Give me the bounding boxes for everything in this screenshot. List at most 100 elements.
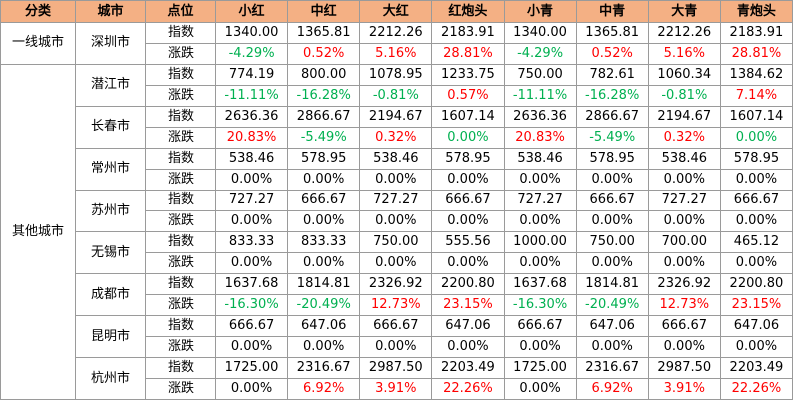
value-cell: 666.67	[503, 315, 577, 338]
value-cell: 538.46	[214, 147, 289, 170]
value-cell: 2326.92	[359, 273, 433, 296]
data-row: 一线城市 深圳市 指数 1340.00 1365.81 2212.26 2183.91 134…	[0, 22, 793, 65]
value-cell: 0.00%	[214, 168, 289, 191]
data-row: 涨跌 20.83% -5.49% 0.32% 0.00% 20.83% -5.49% 0.32…	[1, 126, 793, 149]
value-cell: 750.00	[575, 231, 649, 254]
city-cell: 潜江市	[75, 63, 146, 107]
value-cell: 578.95	[287, 147, 361, 170]
value-cell: 3.91%	[647, 377, 721, 400]
table-body: 一线城市 深圳市 指数 1340.00 1365.81 2212.26 2183.91 134…	[0, 22, 793, 400]
value-cell: 22.26%	[431, 377, 505, 400]
value-cell: 833.33	[214, 231, 289, 254]
row-label: 涨跌	[145, 168, 216, 191]
value-cell: 1365.81	[287, 22, 361, 44]
value-cell: 0.52%	[575, 42, 649, 65]
value-cell: 0.00%	[359, 210, 433, 233]
value-cell: 1637.68	[214, 273, 289, 296]
data-row: 昆明市 指数 666.67 647.06 666.67 647.06 666.67 647.0…	[1, 315, 793, 358]
value-cell: 1060.34	[647, 63, 721, 86]
row-label: 指数	[145, 273, 216, 296]
value-cell: -4.29%	[214, 42, 289, 65]
row-label: 涨跌	[145, 210, 216, 233]
value-cell: 2866.67	[287, 105, 361, 128]
value-cell: -4.29%	[503, 42, 577, 65]
value-cell: 2194.67	[359, 105, 433, 128]
value-cell: 5.16%	[647, 42, 721, 65]
value-cell: 2987.50	[359, 357, 433, 379]
row-label: 指数	[145, 63, 216, 86]
row-label: 涨跌	[145, 294, 216, 317]
value-cell: 2183.91	[719, 22, 793, 44]
value-cell: 0.52%	[287, 42, 361, 65]
header-cell: 大红	[359, 0, 433, 23]
data-row: 涨跌 0.00% 0.00% 0.00% 0.00% 0.00% 0.00% 0.00% 0.0…	[1, 336, 793, 358]
city-cell: 常州市	[75, 147, 146, 191]
value-cell: 1725.00	[214, 357, 289, 379]
value-cell: -0.81%	[359, 84, 433, 107]
header-cell: 青炮头	[719, 0, 793, 23]
value-cell: 0.00%	[431, 336, 505, 358]
category-cell: 其他城市	[0, 63, 76, 400]
data-row: 成都市 指数 1637.68 1814.81 2326.92 2200.80 1637.68…	[1, 273, 793, 317]
value-cell: 1637.68	[503, 273, 577, 296]
row-label: 指数	[145, 231, 216, 254]
data-row: 苏州市 指数 727.27 666.67 727.27 666.67 727.27 666.6…	[1, 189, 793, 233]
value-cell: 1607.14	[431, 105, 505, 128]
value-cell: 0.32%	[359, 126, 433, 149]
value-cell: 0.57%	[431, 84, 505, 107]
value-cell: 0.00%	[214, 252, 289, 275]
value-cell: 28.81%	[431, 42, 505, 65]
value-cell: 0.00%	[575, 210, 649, 233]
value-cell: 0.00%	[287, 336, 361, 358]
value-cell: 0.00%	[503, 168, 577, 191]
value-cell: 0.00%	[431, 168, 505, 191]
data-row: 涨跌 0.00% 6.92% 3.91% 22.26% 0.00% 6.92% 3.91% 22…	[1, 377, 793, 400]
value-cell: 2212.26	[647, 22, 721, 44]
header-cell: 红炮头	[431, 0, 505, 23]
value-cell: 2326.92	[647, 273, 721, 296]
value-cell: 0.32%	[647, 126, 721, 149]
value-cell: 3.91%	[359, 377, 433, 400]
value-cell: 647.06	[575, 315, 649, 338]
value-cell: 1340.00	[503, 22, 577, 44]
city-cell: 苏州市	[75, 189, 146, 233]
value-cell: 0.00%	[647, 210, 721, 233]
value-cell: 647.06	[719, 315, 793, 338]
value-cell: 2183.91	[431, 22, 505, 44]
value-cell: 578.95	[575, 147, 649, 170]
row-label: 指数	[145, 105, 216, 128]
value-cell: 0.00%	[431, 126, 505, 149]
value-cell: -16.30%	[503, 294, 577, 317]
value-cell: 666.67	[287, 189, 361, 212]
value-cell: 12.73%	[647, 294, 721, 317]
value-cell: 0.00%	[503, 210, 577, 233]
value-cell: 666.67	[214, 315, 289, 338]
value-cell: 538.46	[647, 147, 721, 170]
row-label: 指数	[145, 22, 216, 44]
value-cell: 0.00%	[719, 252, 793, 275]
value-cell: -11.11%	[214, 84, 289, 107]
value-cell: 0.00%	[431, 210, 505, 233]
header-cell: 小红	[214, 0, 289, 23]
value-cell: -5.49%	[287, 126, 361, 149]
value-cell: 0.00%	[287, 252, 361, 275]
value-cell: 0.00%	[719, 210, 793, 233]
value-cell: 2203.49	[431, 357, 505, 379]
value-cell: 0.00%	[359, 336, 433, 358]
city-cell: 无锡市	[75, 231, 146, 275]
value-cell: 750.00	[359, 231, 433, 254]
row-label: 涨跌	[145, 84, 216, 107]
header-cell: 小青	[503, 0, 577, 23]
value-cell: 0.00%	[719, 126, 793, 149]
value-cell: -11.11%	[503, 84, 577, 107]
city-cell: 长春市	[75, 105, 146, 149]
value-cell: 6.92%	[287, 377, 361, 400]
data-row: 其他城市 潜江市 指数 774.19 800.00 1078.95 1233.75 750.0…	[0, 63, 793, 400]
value-cell: 2203.49	[719, 357, 793, 379]
value-cell: 0.00%	[503, 377, 577, 400]
value-cell: 6.92%	[575, 377, 649, 400]
row-label: 涨跌	[145, 377, 216, 400]
value-cell: 0.00%	[214, 336, 289, 358]
city-cell: 成都市	[75, 273, 146, 317]
header-cell: 中红	[287, 0, 361, 23]
